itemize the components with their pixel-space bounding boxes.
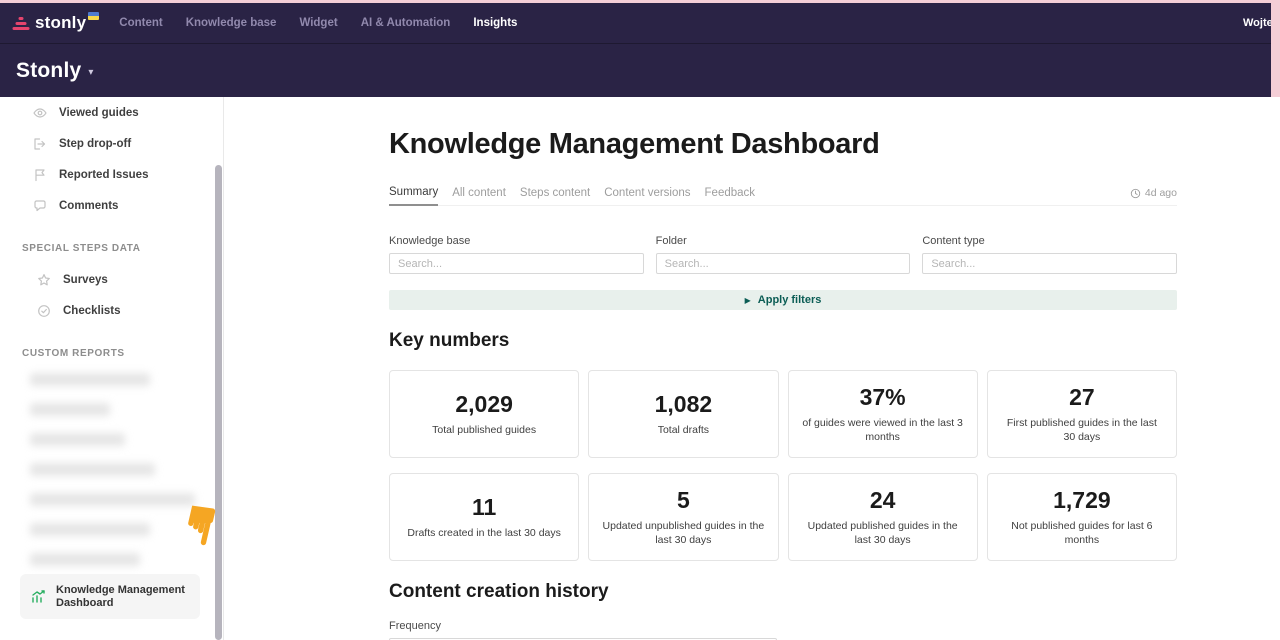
redacted-report-item[interactable] [30,493,195,506]
stat-label: Drafts created in the last 30 days [407,527,561,539]
stat-value: 24 [869,487,896,513]
stat-label: Not published guides for last 6 months [1011,520,1153,546]
stat-value: 27 [1069,384,1095,410]
report-chart-icon [32,589,45,603]
stat-card-total-published-guides: 2,029 Total published guides [389,370,580,458]
stat-card-updated-published: 24 Updated published guides in the last … [787,473,978,561]
sidebar-item-surveys[interactable]: Surveys [0,264,223,295]
stonly-logo[interactable]: stonly [12,12,100,34]
redacted-report-item[interactable] [30,433,125,446]
sidebar-item-comments[interactable]: Comments [0,190,223,221]
stat-value: 1,729 [1053,487,1111,513]
sidebar-scrollbar[interactable] [214,97,223,640]
play-triangle-icon: ▶ [744,295,751,305]
tab-bar: Summary All content Steps content Conten… [389,186,1177,206]
tab-summary[interactable]: Summary [389,186,439,206]
filters-row: Knowledge base Folder Content type [389,235,1177,274]
content-creation-heading: Content creation history [389,581,609,602]
stat-label: Updated published guides in the last 30 … [807,520,958,546]
sidebar-item-checklists[interactable]: Checklists [0,295,223,326]
stat-card-not-published: 1,729 Not published guides for last 6 mo… [986,473,1177,561]
filter-knowledge-base: Knowledge base [389,235,644,274]
nav-item-insights[interactable]: Insights [473,17,518,29]
flag-icon [35,168,45,181]
main-content: Knowledge Management Dashboard Summary A… [224,97,1280,640]
stat-value: 5 [676,487,690,513]
last-updated: 4d ago [1130,187,1177,199]
frequency-label: Frequency [389,620,441,632]
nav-item-ai-automation[interactable]: AI & Automation [360,17,451,29]
workspace-caret-icon[interactable]: ▾ [88,67,94,78]
filter-content-type: Content type [922,235,1177,274]
stat-value: 37% [859,384,906,410]
sidebar-scrollbar-thumb[interactable] [215,165,222,640]
sidebar-section-custom-reports: CUSTOM REPORTS [22,348,125,359]
filter-label: Folder [655,235,687,247]
redacted-report-list [0,373,223,566]
workspace-bar: Stonly ▾ [0,43,1271,97]
sidebar-section-special-steps: SPECIAL STEPS DATA [22,243,141,254]
sidebar-item-reported-issues[interactable]: Reported Issues [0,159,223,190]
workspace-name[interactable]: Stonly [16,58,82,82]
stonly-logo-icon [12,16,30,32]
tab-feedback[interactable]: Feedback [704,187,756,199]
window-frame-top [0,0,1280,3]
redacted-report-item[interactable] [30,463,155,476]
filter-label: Knowledge base [389,235,471,247]
key-numbers-grid: 2,029 Total published guides 1,082 Total… [389,370,1177,561]
sidebar: Viewed guides Step drop-off Reported Iss… [0,97,224,640]
filter-folder: Folder [655,235,911,274]
stat-label: of guides were viewed in the last 3 mont… [802,417,963,443]
step-dropoff-icon [34,137,46,150]
sidebar-item-step-drop-off[interactable]: Step drop-off [0,128,223,159]
filter-label: Content type [922,235,985,247]
redacted-report-item[interactable] [30,403,110,416]
clock-icon [1130,188,1141,198]
stat-card-first-published: 27 First published guides in the last 30… [986,370,1177,458]
tab-all-content[interactable]: All content [452,187,506,199]
window-frame-right [1271,0,1280,97]
redacted-report-item[interactable] [30,523,150,536]
comment-icon [34,199,46,211]
eye-icon [33,107,47,118]
stat-label: Updated unpublished guides in the last 3… [602,520,765,546]
check-circle-icon [38,304,50,317]
redacted-report-item[interactable] [30,553,140,566]
content-type-search-input[interactable] [922,253,1177,274]
sidebar-item-viewed-guides[interactable]: Viewed guides [0,97,223,128]
stat-card-updated-unpublished: 5 Updated unpublished guides in the last… [588,473,779,561]
folder-search-input[interactable] [655,253,911,274]
stat-card-drafts-created: 11 Drafts created in the last 30 days [389,473,580,561]
tab-content-versions[interactable]: Content versions [604,187,691,199]
ukraine-flag-icon [88,12,100,20]
stat-value: 2,029 [455,391,513,417]
stat-label: First published guides in the last 30 da… [1006,417,1157,443]
nav-item-content[interactable]: Content [119,17,163,29]
top-nav-items: Content Knowledge base Widget AI & Autom… [119,17,517,29]
frequency-select[interactable]: Monthly [389,638,777,640]
last-updated-text: 4d ago [1144,187,1177,199]
stat-value: 1,082 [654,391,713,417]
nav-item-knowledge-base[interactable]: Knowledge base [185,17,277,29]
stat-value: 11 [471,494,497,520]
sidebar-item-knowledge-management-dashboard[interactable]: Knowledge Management Dashboard [20,574,200,619]
stat-label: Total published guides [432,424,537,436]
stat-card-viewed-percentage: 37% of guides were viewed in the last 3 … [787,370,978,458]
stonly-logo-text: stonly [35,13,87,32]
nav-item-widget[interactable]: Widget [299,17,338,29]
stat-card-total-drafts: 1,082 Total drafts [588,370,779,458]
redacted-report-item[interactable] [30,373,150,386]
apply-filters-label: Apply filters [757,294,822,306]
top-navbar: stonly Content Knowledge base Widget AI … [0,3,1280,43]
tab-steps-content[interactable]: Steps content [519,187,591,199]
user-menu[interactable]: Wojtek K [1243,17,1280,29]
page-title: Knowledge Management Dashboard [389,128,880,160]
stat-label: Total drafts [657,424,710,436]
star-icon [38,273,50,285]
knowledge-base-search-input[interactable] [389,253,644,274]
apply-filters-button[interactable]: ▶ Apply filters [389,290,1177,310]
key-numbers-heading: Key numbers [389,330,510,351]
